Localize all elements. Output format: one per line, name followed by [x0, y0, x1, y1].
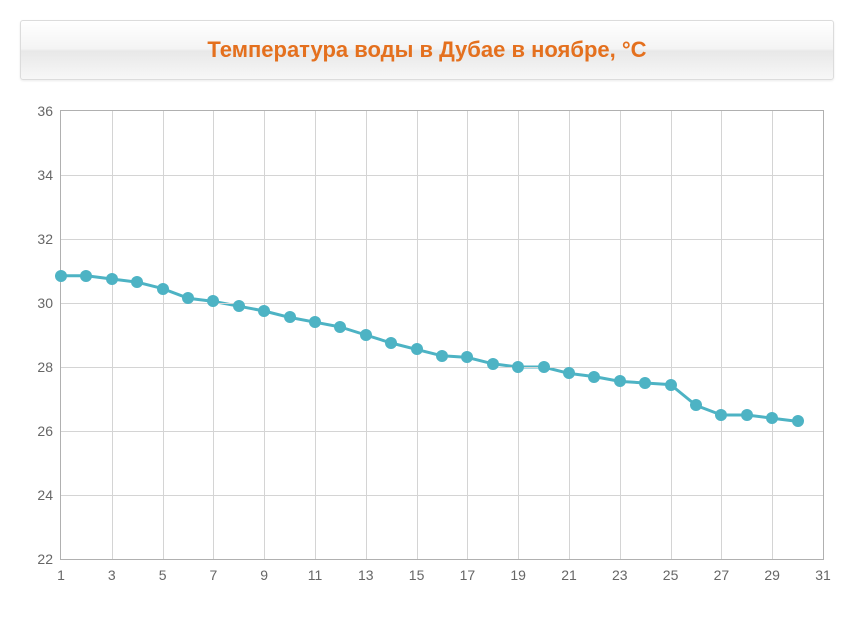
x-axis-label: 17 [460, 559, 476, 583]
y-axis-label: 32 [37, 231, 61, 247]
data-point [233, 300, 245, 312]
x-axis-label: 1 [57, 559, 65, 583]
grid-line-v [467, 111, 468, 559]
y-axis-label: 26 [37, 423, 61, 439]
x-axis-label: 5 [159, 559, 167, 583]
x-axis-label: 21 [561, 559, 577, 583]
x-axis-label: 15 [409, 559, 425, 583]
grid-line-v [315, 111, 316, 559]
x-axis-label: 27 [714, 559, 730, 583]
x-axis-label: 9 [260, 559, 268, 583]
grid-line-h [61, 367, 823, 368]
grid-line-v [213, 111, 214, 559]
chart-area: 2224262830323436135791113151719212325272… [20, 110, 834, 590]
data-series [61, 111, 823, 559]
grid-line-v [721, 111, 722, 559]
data-point [792, 415, 804, 427]
y-axis-label: 24 [37, 487, 61, 503]
chart-title: Температура воды в Дубае в ноябре, °C [207, 37, 646, 62]
x-axis-label: 25 [663, 559, 679, 583]
grid-line-h [61, 175, 823, 176]
title-bar: Температура воды в Дубае в ноябре, °C [20, 20, 834, 80]
grid-line-v [163, 111, 164, 559]
x-axis-label: 29 [764, 559, 780, 583]
data-point [436, 350, 448, 362]
x-axis-label: 7 [209, 559, 217, 583]
x-axis-label: 13 [358, 559, 374, 583]
x-axis-label: 3 [108, 559, 116, 583]
grid-line-v [569, 111, 570, 559]
data-point [360, 329, 372, 341]
grid-line-v [518, 111, 519, 559]
chart-container: Температура воды в Дубае в ноябре, °C 22… [20, 20, 834, 590]
grid-line-h [61, 303, 823, 304]
grid-line-v [671, 111, 672, 559]
grid-line-v [112, 111, 113, 559]
series-line [61, 276, 798, 422]
data-point [741, 409, 753, 421]
data-point [157, 283, 169, 295]
grid-line-h [61, 431, 823, 432]
x-axis-label: 31 [815, 559, 831, 583]
grid-line-h [61, 239, 823, 240]
y-axis-label: 34 [37, 167, 61, 183]
data-point [411, 343, 423, 355]
grid-line-v [772, 111, 773, 559]
grid-line-h [61, 495, 823, 496]
data-point [588, 371, 600, 383]
data-point [284, 311, 296, 323]
y-axis-label: 30 [37, 295, 61, 311]
grid-line-v [264, 111, 265, 559]
data-point [538, 361, 550, 373]
x-axis-label: 11 [308, 559, 323, 583]
x-axis-label: 19 [510, 559, 526, 583]
data-point [487, 358, 499, 370]
y-axis-label: 28 [37, 359, 61, 375]
grid-line-v [620, 111, 621, 559]
data-point [665, 379, 677, 391]
data-point [55, 270, 67, 282]
x-axis-label: 23 [612, 559, 628, 583]
plot-region: 2224262830323436135791113151719212325272… [60, 110, 824, 560]
y-axis-label: 36 [37, 103, 61, 119]
grid-line-v [417, 111, 418, 559]
data-point [106, 273, 118, 285]
